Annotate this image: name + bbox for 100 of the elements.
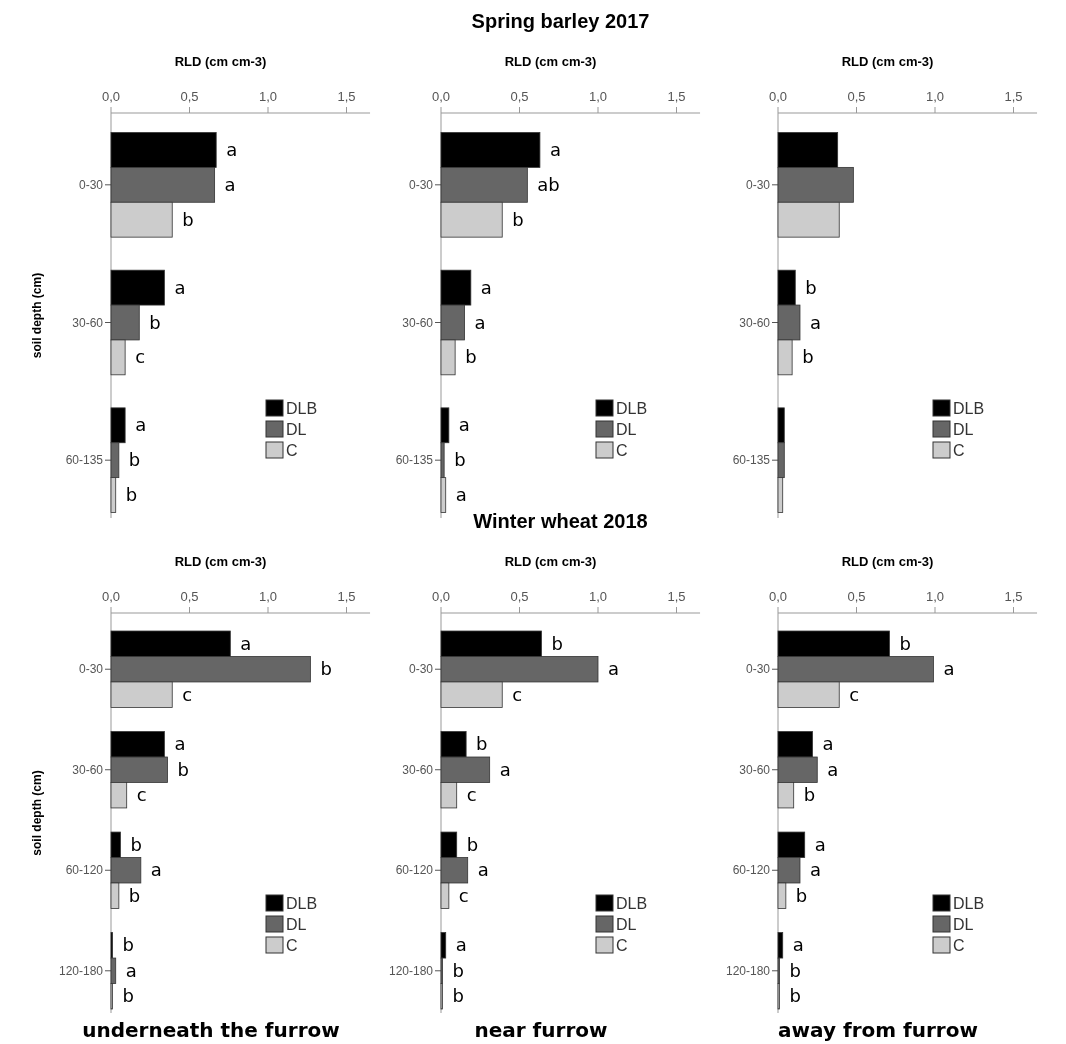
y-tick-label: 30-60 [72,762,104,777]
data-label: b [476,733,488,755]
legend-label: C [286,442,298,459]
y-tick-label: 120-180 [388,963,434,978]
legend-label: C [953,937,965,954]
x-tick-label: 0,0 [768,589,788,604]
data-label: c [182,683,193,705]
data-label: a [474,311,486,333]
data-label: a [135,414,147,436]
legend-label: DLB [286,895,318,912]
data-label: a [174,276,186,298]
x-tick-label: 0,5 [847,89,866,104]
data-label: b [130,833,142,855]
data-label: b [452,959,465,981]
data-label: ab [537,173,560,195]
data-label: a [174,733,186,755]
legend-label: DL [953,916,974,933]
data-label: b [177,758,189,780]
data-label: a [125,959,137,981]
data-label: a [224,173,236,195]
x-tick-label: 0,0 [101,589,121,604]
y-tick-label: 0-30 [78,177,104,192]
data-label: a [549,138,561,160]
y-tick-label: 30-60 [402,762,434,777]
y-tick-label: 30-60 [739,315,771,330]
y-tick-label: 60-120 [65,863,104,878]
chart-title: Spring barley 2017 [471,10,650,32]
data-label: a [827,758,839,780]
legend-label: C [953,442,965,459]
data-label: b [122,985,135,1007]
x-tick-label: 1,5 [667,589,686,604]
x-tick-label: 0,0 [768,89,788,104]
x-tick-label: 1,0 [258,589,278,604]
data-label: b [125,484,138,506]
data-label: c [512,683,523,705]
legend-label: DL [616,916,637,933]
x-tick-label: 0,5 [847,589,866,604]
x-tick-label: 1,0 [925,589,945,604]
chart-title: Winter wheat 2018 [473,510,648,532]
data-label: a [150,859,162,881]
data-label: b [795,884,808,906]
text: underneath the furrow [82,1018,340,1042]
data-label: a [477,859,489,881]
text: near furrow [474,1018,608,1042]
y-tick-label: 60-120 [732,863,771,878]
legend-label: DL [616,421,637,438]
y-axis-title: soil depth (cm) [30,770,44,856]
data-label: a [240,632,252,654]
x-axis-title: RLD (cm cm-3) [174,54,267,69]
legend-label: C [286,937,298,954]
data-label: b [182,208,194,230]
data-label: c [135,346,146,368]
data-label: a [809,311,822,333]
data-label: a [480,276,492,298]
y-tick-label: 60-120 [395,863,434,878]
x-tick-label: 1,0 [258,89,278,104]
data-label: c [136,784,147,806]
y-tick-label: 0-30 [78,662,104,677]
data-label: b [128,884,141,906]
x-tick-label: 1,5 [337,589,356,604]
y-tick-label: 60-135 [732,453,771,468]
legend-label: DLB [953,895,985,912]
data-label: c [458,884,469,906]
data-label: b [122,934,135,956]
data-label: a [455,934,467,956]
legend-label: DLB [616,400,648,417]
legend-label: DL [286,916,307,933]
data-label: b [551,632,563,654]
legend-label: C [616,937,628,954]
data-label: a [608,658,620,680]
x-tick-label: 0,5 [510,89,529,104]
x-axis-title: RLD (cm cm-3) [504,54,597,69]
data-label: a [792,934,804,956]
legend-label: DLB [953,400,985,417]
data-label: a [814,833,826,855]
data-label: b [452,985,465,1007]
data-label: b [454,449,466,471]
x-tick-label: 0,5 [180,589,199,604]
data-label: b [789,985,802,1007]
data-label: b [512,208,524,230]
data-label: b [803,784,816,806]
y-tick-label: 120-180 [725,963,771,978]
data-label: a [226,138,238,160]
data-label: b [789,959,802,981]
x-axis-title: RLD (cm cm-3) [841,554,934,569]
x-tick-label: 0,0 [101,89,121,104]
data-label: a [458,414,470,436]
data-label: c [849,683,860,705]
y-tick-label: 60-135 [65,453,104,468]
x-axis-title: RLD (cm cm-3) [841,54,934,69]
y-tick-label: 120-180 [58,963,104,978]
y-tick-label: 0-30 [745,662,771,677]
y-tick-label: 30-60 [72,315,104,330]
data-label: a [822,733,834,755]
x-tick-label: 0,0 [431,89,451,104]
y-tick-label: 30-60 [402,315,434,330]
x-axis-title: RLD (cm cm-3) [174,554,267,569]
data-label: b [805,276,817,298]
data-label: b [899,632,911,654]
x-tick-label: 1,5 [1004,589,1023,604]
